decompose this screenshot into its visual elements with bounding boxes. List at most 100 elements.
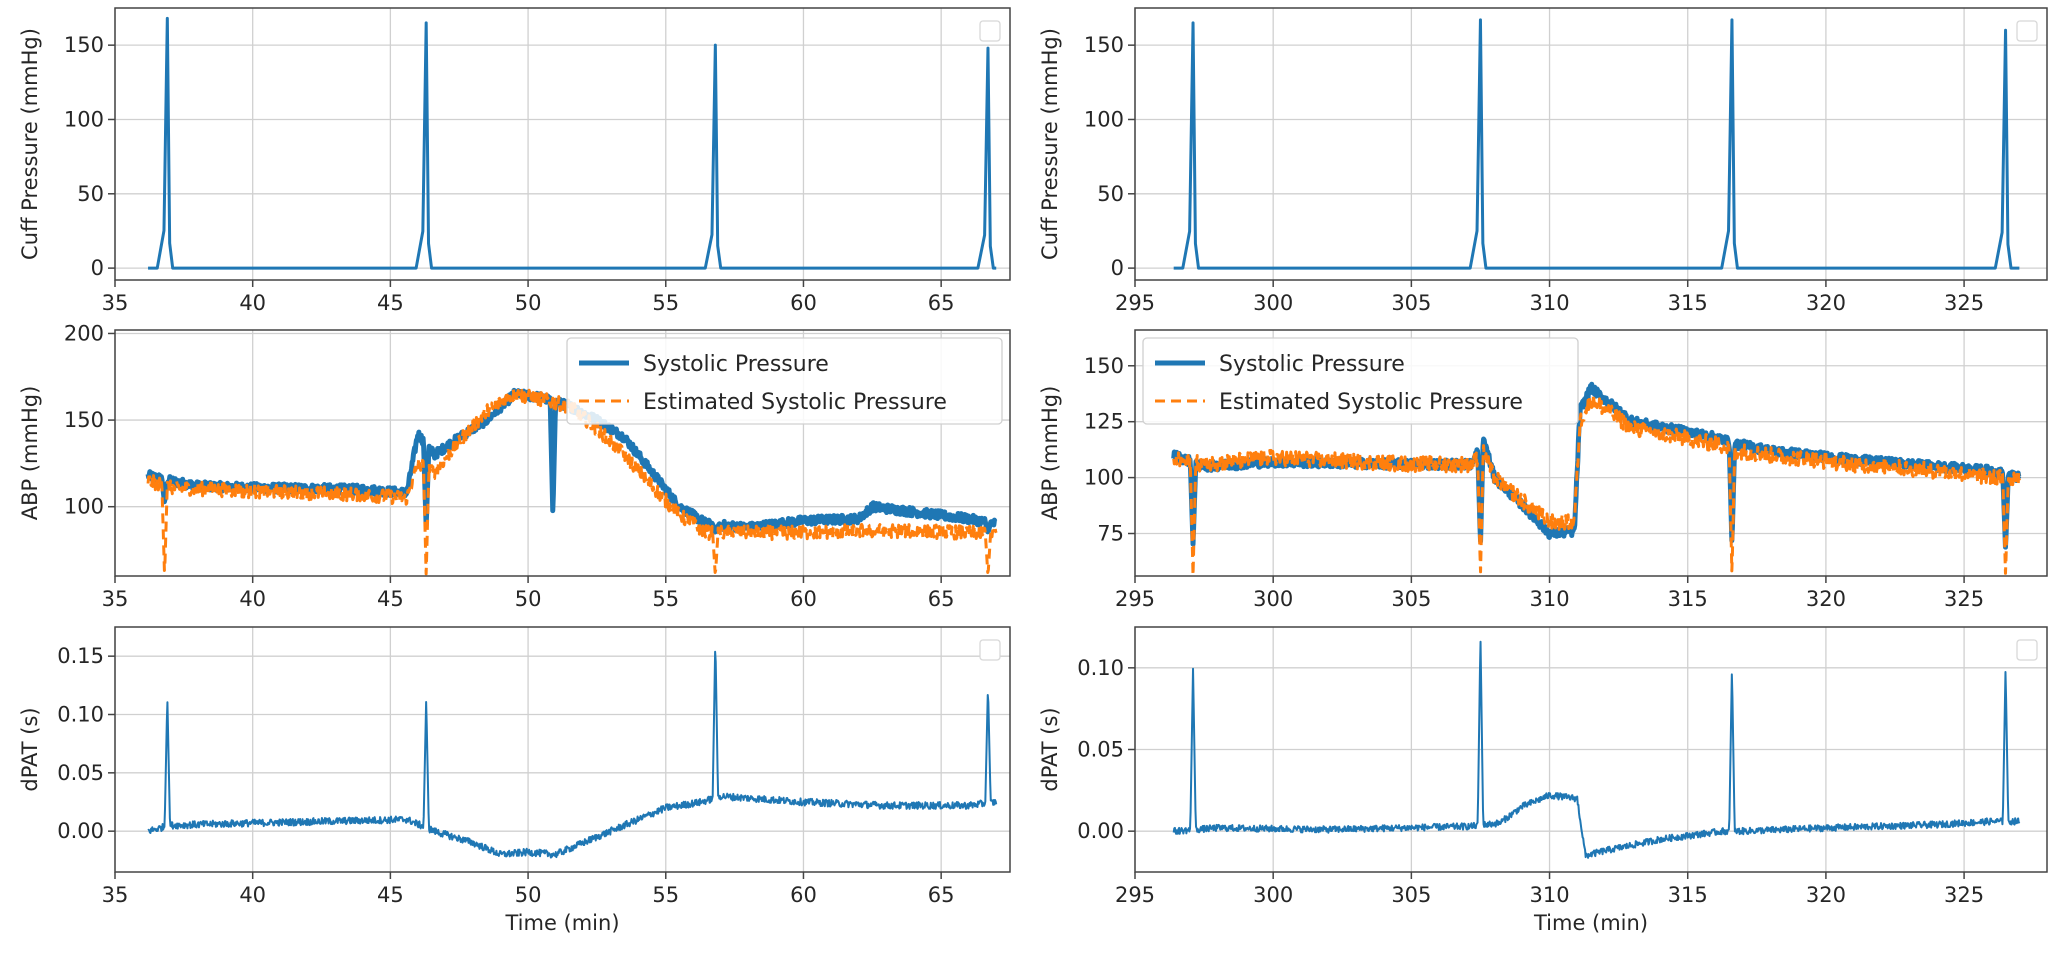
x-tick-label: 50 — [515, 883, 542, 907]
x-tick-label: 310 — [1529, 587, 1569, 611]
plot-frame — [114, 626, 1011, 873]
right-abp-plot: 295 300 305 310 315 320 325 75 100 125 150 ABP (mmH… — [1038, 329, 2048, 611]
x-tick-label: 300 — [1253, 587, 1293, 611]
legend-label: Estimated Systolic Pressure — [643, 390, 947, 415]
x-tick-label: 300 — [1253, 883, 1293, 907]
y-tick-label: 50 — [1097, 182, 1124, 206]
x-tick-label: 305 — [1391, 587, 1431, 611]
y-tick-label: 75 — [1097, 522, 1124, 546]
x-axis-label: Time (min) — [504, 911, 619, 935]
series-line-left-cuff-0 — [148, 16, 997, 270]
x-tick-label: 45 — [377, 883, 404, 907]
x-tick-label: 300 — [1253, 291, 1293, 315]
x-tick-label: 45 — [377, 587, 404, 611]
y-tick-label: 0.15 — [57, 644, 104, 668]
y-axis-label: Cuff Pressure (mmHg) — [18, 28, 42, 260]
x-tick-label: 325 — [1944, 587, 1984, 611]
x-tick-label: 55 — [652, 883, 679, 907]
y-tick-label: 150 — [64, 408, 104, 432]
x-tick-label: 295 — [1115, 587, 1155, 611]
plot-area — [1135, 8, 2047, 280]
x-tick-label: 295 — [1115, 883, 1155, 907]
legend-label: Estimated Systolic Pressure — [1219, 390, 1523, 415]
x-tick-label: 315 — [1668, 883, 1708, 907]
right-cuff-plot: 295 300 305 310 315 320 325 0 50 100 150 Cuff Press… — [1038, 7, 2048, 315]
x-tick-label: 295 — [1115, 291, 1155, 315]
y-tick-label: 0 — [1111, 256, 1124, 280]
empty-legend-box — [2016, 639, 2038, 661]
legend-box — [1142, 337, 1579, 425]
y-tick-label: 0.00 — [57, 819, 104, 843]
plot-area — [115, 8, 1010, 280]
x-tick-label: 35 — [102, 291, 129, 315]
empty-legend-box — [979, 20, 1001, 42]
x-tick-label: 315 — [1668, 291, 1708, 315]
legend: Systolic Pressure Estimated Systolic Pres… — [566, 337, 1003, 425]
x-axis-label: Time (min) — [1533, 911, 1648, 935]
legend-label: Systolic Pressure — [643, 352, 829, 377]
y-axis-label: ABP (mmHg) — [18, 386, 42, 521]
legend — [2016, 20, 2038, 42]
x-tick-label: 40 — [239, 587, 266, 611]
x-tick-label: 320 — [1806, 587, 1846, 611]
plot-frame — [114, 329, 1011, 577]
y-tick-label: 100 — [64, 495, 104, 519]
x-tick-label: 325 — [1944, 883, 1984, 907]
y-tick-label: 0.10 — [1077, 656, 1124, 680]
series-line-estimated-systolic-pressure — [1172, 392, 2021, 576]
x-tick-label: 50 — [515, 587, 542, 611]
empty-legend-box — [979, 639, 1001, 661]
y-tick-label: 100 — [64, 107, 104, 131]
plot-area — [115, 627, 1010, 872]
y-tick-label: 0.00 — [1077, 819, 1124, 843]
legend-label: Systolic Pressure — [1219, 352, 1405, 377]
legend — [979, 20, 1001, 42]
x-tick-label: 60 — [790, 883, 817, 907]
x-tick-label: 65 — [928, 291, 955, 315]
x-tick-label: 60 — [790, 587, 817, 611]
y-axis-label: ABP (mmHg) — [1038, 386, 1062, 521]
y-axis-label: dPAT (s) — [1038, 707, 1062, 791]
series-line-left-dpat-0 — [147, 650, 998, 859]
right-dpat-plot: 295 300 305 310 315 320 325 0.00 0.05 0.10 dPAT (s… — [1038, 626, 2048, 935]
y-tick-label: 125 — [1084, 410, 1124, 434]
x-tick-label: 310 — [1529, 291, 1569, 315]
x-tick-label: 65 — [928, 587, 955, 611]
y-tick-label: 200 — [64, 321, 104, 345]
x-tick-label: 40 — [239, 883, 266, 907]
legend — [2016, 639, 2038, 661]
y-tick-label: 0.05 — [57, 761, 104, 785]
x-tick-label: 60 — [790, 291, 817, 315]
x-tick-label: 310 — [1529, 883, 1569, 907]
x-tick-label: 35 — [102, 883, 129, 907]
x-tick-label: 45 — [377, 291, 404, 315]
y-axis-label: dPAT (s) — [18, 707, 42, 791]
y-tick-label: 150 — [1084, 354, 1124, 378]
y-tick-label: 100 — [1084, 107, 1124, 131]
x-tick-label: 50 — [515, 291, 542, 315]
y-tick-label: 0.05 — [1077, 738, 1124, 762]
y-tick-label: 0 — [91, 256, 104, 280]
x-tick-label: 40 — [239, 291, 266, 315]
x-tick-label: 35 — [102, 587, 129, 611]
x-tick-label: 305 — [1391, 883, 1431, 907]
y-tick-label: 0.10 — [57, 703, 104, 727]
y-tick-label: 50 — [77, 182, 104, 206]
x-tick-label: 315 — [1668, 587, 1708, 611]
x-tick-label: 320 — [1806, 883, 1846, 907]
left-cuff-plot: 35 40 45 50 55 60 65 0 50 100 150 Cuff Pressure (mm… — [18, 7, 1011, 315]
y-tick-label: 150 — [64, 33, 104, 57]
x-tick-label: 55 — [652, 291, 679, 315]
plot-frame — [1134, 329, 2048, 577]
plot-frame — [1134, 7, 2048, 281]
x-tick-label: 55 — [652, 587, 679, 611]
x-tick-label: 320 — [1806, 291, 1846, 315]
legend — [979, 639, 1001, 661]
legend-box — [566, 337, 1003, 425]
y-axis-label: Cuff Pressure (mmHg) — [1038, 28, 1062, 260]
x-tick-label: 325 — [1944, 291, 1984, 315]
left-abp-plot: 35 40 45 50 55 60 65 100 150 200 ABP (mmHg) Systoli… — [18, 321, 1011, 611]
x-tick-label: 305 — [1391, 291, 1431, 315]
y-tick-label: 150 — [1084, 33, 1124, 57]
